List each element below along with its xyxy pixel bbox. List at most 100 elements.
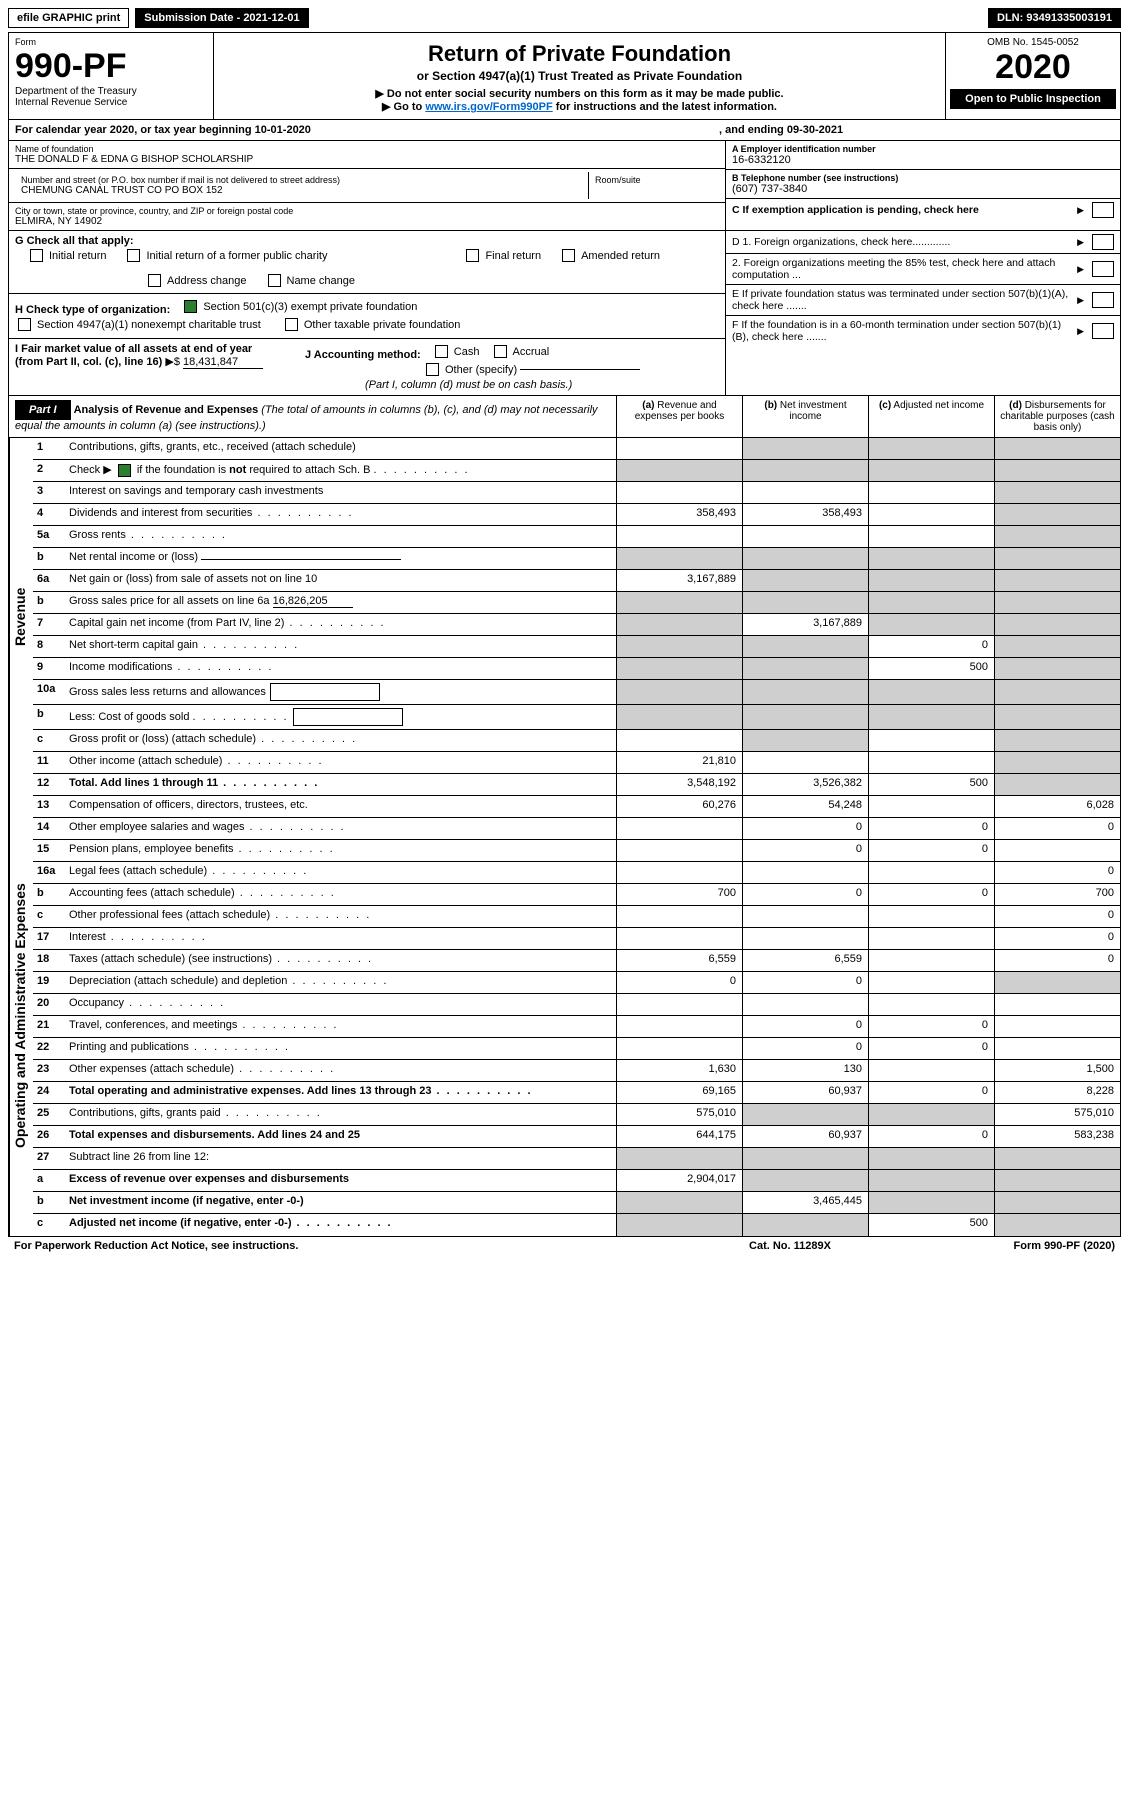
addr-cell: Number and street (or P.O. box number if… (9, 169, 725, 203)
line-9: Income modifications (67, 658, 616, 679)
footer-mid: Cat. No. 11289X (665, 1240, 915, 1252)
dept: Department of the Treasury (15, 86, 207, 97)
note1: ▶ Do not enter social security numbers o… (224, 87, 935, 100)
form990pf-link[interactable]: www.irs.gov/Form990PF (425, 101, 552, 113)
revenue-vlabel: Revenue (9, 438, 33, 796)
form-label: Form (15, 37, 207, 47)
line-20: Occupancy (67, 994, 616, 1015)
footer: For Paperwork Reduction Act Notice, see … (8, 1237, 1121, 1255)
expenses-block: Operating and Administrative Expenses 13… (9, 796, 1120, 1236)
city-cell: City or town, state or province, country… (9, 203, 725, 230)
g-address-change[interactable] (148, 274, 161, 287)
def-col: D 1. Foreign organizations, check here..… (725, 231, 1120, 395)
col-a-hdr: (a) (a) Revenue and expenses per booksRe… (616, 396, 742, 437)
expenses-vlabel: Operating and Administrative Expenses (9, 796, 33, 1236)
h-4947[interactable] (18, 318, 31, 331)
line-5a: Gross rents (67, 526, 616, 547)
d1-checkbox[interactable] (1092, 234, 1114, 250)
line-27a: Excess of revenue over expenses and disb… (67, 1170, 616, 1191)
line-26: Total expenses and disbursements. Add li… (67, 1126, 616, 1147)
line-14: Other employee salaries and wages (67, 818, 616, 839)
line-10b: Less: Cost of goods sold (67, 705, 616, 729)
line-27b: Net investment income (if negative, ente… (67, 1192, 616, 1213)
line-15: Pension plans, employee benefits (67, 840, 616, 861)
ein-value: 16-6332120 (732, 154, 1114, 166)
calendar-begin: For calendar year 2020, or tax year begi… (15, 124, 719, 136)
line-7: Capital gain net income (from Part IV, l… (67, 614, 616, 635)
f-checkbox[interactable] (1092, 323, 1114, 339)
form-header: Form 990-PF Department of the Treasury I… (9, 33, 1120, 120)
g-initial-return[interactable] (30, 249, 43, 262)
j-other[interactable] (426, 363, 439, 376)
calendar-row: For calendar year 2020, or tax year begi… (9, 120, 1120, 141)
ij-row: I Fair market value of all assets at end… (9, 339, 725, 395)
line-23: Other expenses (attach schedule) (67, 1060, 616, 1081)
line-6b-value: 16,826,205 (273, 595, 353, 608)
g-final-return[interactable] (466, 249, 479, 262)
revenue-block: Revenue 1Contributions, gifts, grants, e… (9, 438, 1120, 796)
phone-value: (607) 737-3840 (732, 183, 1114, 195)
submission-date: Submission Date - 2021-12-01 (135, 8, 308, 28)
line-17: Interest (67, 928, 616, 949)
part1-header: Part I Analysis of Revenue and Expenses … (9, 396, 1120, 438)
foundation-name: THE DONALD F & EDNA G BISHOP SCHOLARSHIP (15, 154, 719, 165)
line-19: Depreciation (attach schedule) and deple… (67, 972, 616, 993)
note2: ▶ Go to www.irs.gov/Form990PF for instru… (224, 100, 935, 113)
line-16b: Accounting fees (attach schedule) (67, 884, 616, 905)
line-10a: Gross sales less returns and allowances (67, 680, 616, 704)
g-row: G Check all that apply: Initial return I… (9, 231, 725, 294)
h-501c3[interactable] (184, 300, 197, 313)
fmv-value: 18,431,847 (183, 356, 263, 369)
line-16c: Other professional fees (attach schedule… (67, 906, 616, 927)
line-8: Net short-term capital gain (67, 636, 616, 657)
col-d-hdr: (d) Disbursements for charitable purpose… (994, 396, 1120, 437)
g-initial-former[interactable] (127, 249, 140, 262)
line-27c: Adjusted net income (if negative, enter … (67, 1214, 616, 1236)
d2-checkbox[interactable] (1092, 261, 1114, 277)
open-public: Open to Public Inspection (950, 89, 1116, 109)
tax-year: 2020 (950, 48, 1116, 87)
calendar-end: , and ending 09-30-2021 (719, 124, 1114, 136)
j-cash[interactable] (435, 345, 448, 358)
efile-label: efile GRAPHIC print (8, 8, 129, 28)
part1-tag: Part I (15, 400, 71, 420)
line-27: Subtract line 26 from line 12: (67, 1148, 616, 1169)
form-subtitle: or Section 4947(a)(1) Trust Treated as P… (224, 69, 935, 83)
h-row: H Check type of organization: Section 50… (9, 294, 725, 339)
line-5b: Net rental income or (loss) (67, 548, 616, 569)
j-note: (Part I, column (d) must be on cash basi… (365, 379, 572, 391)
phone-cell: B Telephone number (see instructions) (6… (726, 170, 1120, 199)
room-label: Room/suite (595, 175, 713, 185)
line-21: Travel, conferences, and meetings (67, 1016, 616, 1037)
form-outer: Form 990-PF Department of the Treasury I… (8, 32, 1121, 1237)
line-3: Interest on savings and temporary cash i… (67, 482, 616, 503)
irs: Internal Revenue Service (15, 97, 207, 108)
line-2: Check ▶ if the foundation is not require… (67, 460, 616, 481)
form-number: 990-PF (15, 47, 207, 86)
g-name-change[interactable] (268, 274, 281, 287)
ein-cell: A Employer identification number 16-6332… (726, 141, 1120, 170)
j-accrual[interactable] (494, 345, 507, 358)
part1-title: Analysis of Revenue and Expenses (74, 404, 259, 416)
line-18: Taxes (attach schedule) (see instruction… (67, 950, 616, 971)
footer-right: Form 990-PF (2020) (915, 1240, 1115, 1252)
line-1: Contributions, gifts, grants, etc., rece… (67, 438, 616, 459)
dln: DLN: 93491335003191 (988, 8, 1121, 28)
c-cell: C If exemption application is pending, c… (726, 199, 1120, 221)
c-checkbox[interactable] (1092, 202, 1114, 218)
line-4: Dividends and interest from securities (67, 504, 616, 525)
header-mid: Return of Private Foundation or Section … (214, 33, 945, 119)
line-13: Compensation of officers, directors, tru… (67, 796, 616, 817)
line-25: Contributions, gifts, grants paid (67, 1104, 616, 1125)
arrow-icon (1077, 204, 1086, 216)
header-left: Form 990-PF Department of the Treasury I… (9, 33, 214, 119)
e-checkbox[interactable] (1092, 292, 1114, 308)
entity-left: Name of foundation THE DONALD F & EDNA G… (9, 141, 725, 230)
h-other-taxable[interactable] (285, 318, 298, 331)
g-amended-return[interactable] (562, 249, 575, 262)
foundation-addr: CHEMUNG CANAL TRUST CO PO BOX 152 (21, 185, 582, 196)
schB-checkbox[interactable] (118, 464, 131, 477)
omb: OMB No. 1545-0052 (950, 37, 1116, 48)
line-6a: Net gain or (loss) from sale of assets n… (67, 570, 616, 591)
form-title: Return of Private Foundation (224, 41, 935, 67)
